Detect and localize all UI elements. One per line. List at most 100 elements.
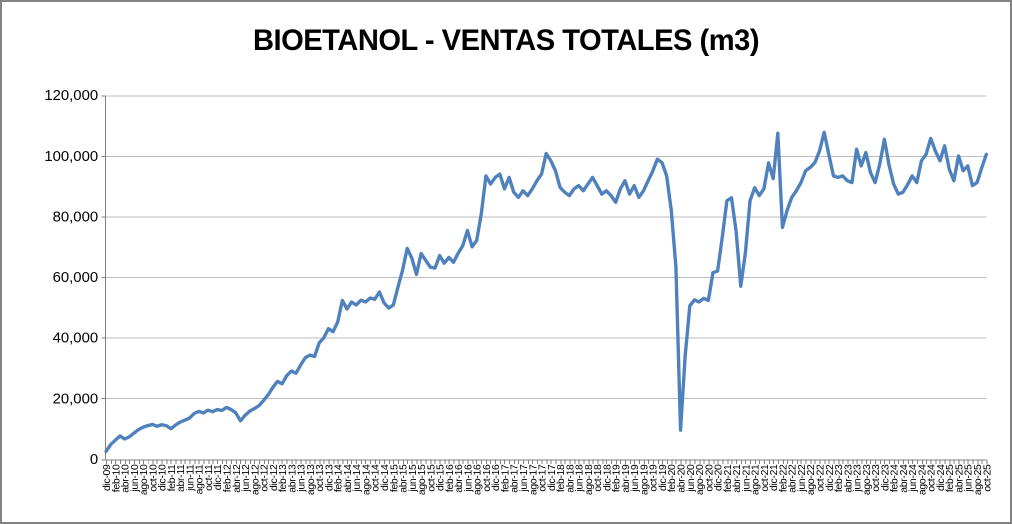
x-axis-tick-label: feb-15 [389, 464, 400, 492]
x-axis-tick-label: feb-19 [612, 464, 623, 492]
x-axis-tick-label: jun-23 [853, 464, 864, 493]
x-axis-tick-label: oct-23 [871, 464, 882, 492]
x-axis-tick-label: dic-21 [769, 464, 780, 491]
x-axis-tick-label: dic-12 [269, 464, 280, 491]
x-axis-tick-label: oct-22 [815, 464, 826, 492]
x-axis-tick-label: jun-20 [686, 464, 697, 493]
x-axis-tick-label: ago-21 [751, 464, 762, 495]
x-axis-tick-label: dic-24 [936, 464, 947, 491]
x-axis-tick-label: feb-18 [556, 464, 567, 492]
x-axis-tick-label: abr-13 [287, 464, 298, 493]
x-axis-tick-label: dic-23 [880, 464, 891, 491]
x-axis-tick-label: abr-19 [621, 464, 632, 493]
x-axis-tick-label: abr-21 [732, 464, 743, 493]
x-axis-tick-label: dic-22 [825, 464, 836, 491]
x-axis-tick-label: oct-24 [927, 464, 938, 492]
x-axis-tick-label: jun-16 [463, 464, 474, 493]
x-axis-tick-label: dic-13 [324, 464, 335, 491]
y-axis-tick-label: 20,000 [53, 391, 99, 407]
x-axis-tick-label: feb-17 [500, 464, 511, 492]
x-axis-tick-label: dic-20 [714, 464, 725, 491]
x-axis-tick-label: oct-25 [982, 464, 993, 492]
x-axis-tick-label: feb-22 [778, 464, 789, 492]
x-axis-tick-label: dic-16 [491, 464, 502, 491]
x-axis-tick-label: abr-10 [121, 464, 132, 493]
x-axis-tick-label: ago-18 [584, 464, 595, 495]
x-axis-tick-label: jun-17 [519, 464, 530, 493]
x-axis-tick-label: jun-10 [130, 464, 141, 493]
y-axis-tick-label: 60,000 [53, 270, 99, 286]
x-axis-tick-label: oct-19 [649, 464, 660, 492]
x-axis-tick-label: abr-11 [176, 464, 187, 492]
x-axis-tick-label: dic-14 [380, 464, 391, 491]
x-axis-tick-label: oct-10 [148, 464, 159, 492]
x-axis-tick-label: dic-09 [102, 464, 113, 491]
x-axis-tick-label: oct-11 [204, 464, 215, 491]
x-axis-tick-label: dic-15 [436, 464, 447, 491]
x-axis-tick-label: ago-13 [306, 464, 317, 495]
x-axis-tick-label: abr-22 [788, 464, 799, 493]
y-axis-tick-label: 0 [90, 452, 98, 468]
x-axis-tick-label: jun-14 [352, 464, 363, 493]
x-axis-tick-label: feb-20 [667, 464, 678, 492]
x-axis-tick-label: oct-20 [704, 464, 715, 492]
x-axis-tick-label: ago-16 [473, 464, 484, 495]
x-axis-tick-label: dic-19 [658, 464, 669, 491]
chart-title: BIOETANOL - VENTAS TOTALES (m3) [252, 24, 760, 57]
x-axis-tick-label: oct-12 [260, 464, 271, 492]
x-axis-tick-label: oct-21 [760, 464, 771, 492]
x-axis-tick-label: dic-17 [547, 464, 558, 491]
x-axis-tick-label: abr-17 [510, 464, 521, 493]
x-axis-tick-label: ago-17 [528, 464, 539, 495]
x-axis-tick-label: ago-10 [139, 464, 150, 495]
x-axis-tick-label: ago-20 [695, 464, 706, 495]
x-axis-tick-label: feb-14 [334, 464, 345, 492]
x-axis-tick-label: jun-19 [630, 464, 641, 493]
x-axis-tick-label: oct-16 [482, 464, 493, 492]
x-axis-tick-label: feb-13 [278, 464, 289, 492]
x-axis-tick-label: feb-16 [445, 464, 456, 492]
x-axis-tick-label: feb-21 [723, 464, 734, 492]
x-axis-tick-label: feb-10 [111, 464, 122, 492]
x-axis-tick-label: ago-11 [195, 464, 206, 494]
x-axis-tick-label: oct-18 [593, 464, 604, 492]
x-axis-tick-label: ago-25 [973, 464, 984, 495]
x-axis-tick-label: ago-12 [250, 464, 261, 495]
x-axis-tick-label: oct-15 [426, 464, 437, 492]
x-axis-tick-label: abr-15 [399, 464, 410, 493]
y-axis-tick-label: 80,000 [53, 209, 99, 225]
x-axis-tick-label: dic-11 [213, 464, 224, 490]
x-axis-tick-label: jun-22 [797, 464, 808, 493]
x-axis-tick-label: jun-13 [297, 464, 308, 493]
x-axis-tick-label: ago-19 [639, 464, 650, 495]
x-axis-tick-label: abr-14 [343, 464, 354, 493]
x-axis-tick-label: dic-10 [158, 464, 169, 491]
x-axis-tick-label: oct-13 [315, 464, 326, 492]
x-axis-tick-label: ago-24 [917, 464, 928, 495]
x-axis-tick-label: feb-24 [890, 464, 901, 492]
x-axis-tick-label: abr-23 [843, 464, 854, 493]
x-axis-tick-label: oct-14 [371, 464, 382, 492]
x-axis-tick-label: ago-15 [417, 464, 428, 495]
x-axis-tick-label: abr-24 [899, 464, 910, 493]
x-axis-tick-label: feb-12 [222, 464, 233, 492]
x-axis-tick-label: jun-18 [575, 464, 586, 493]
x-axis-tick-label: abr-18 [565, 464, 576, 493]
x-axis-tick-label: oct-17 [538, 464, 549, 492]
x-axis-tick-label: abr-12 [232, 464, 243, 493]
x-axis-tick-label: ago-23 [862, 464, 873, 495]
y-axis-tick-label: 40,000 [53, 331, 99, 347]
x-axis-tick-label: ago-14 [361, 464, 372, 495]
y-axis-tick-label: 100,000 [44, 149, 98, 165]
x-axis-tick-label: jun-25 [964, 464, 975, 493]
x-axis-tick-label: abr-25 [954, 464, 965, 493]
x-axis-tick-label: jun-12 [241, 464, 252, 493]
x-axis-tick-label: feb-23 [834, 464, 845, 492]
x-axis-tick-label: jun-11 [185, 464, 196, 492]
x-axis-tick-label: abr-16 [454, 464, 465, 493]
x-axis-tick-label: jun-21 [741, 464, 752, 493]
x-axis-tick-label: feb-25 [945, 464, 956, 492]
x-axis-tick-label: jun-15 [408, 464, 419, 493]
